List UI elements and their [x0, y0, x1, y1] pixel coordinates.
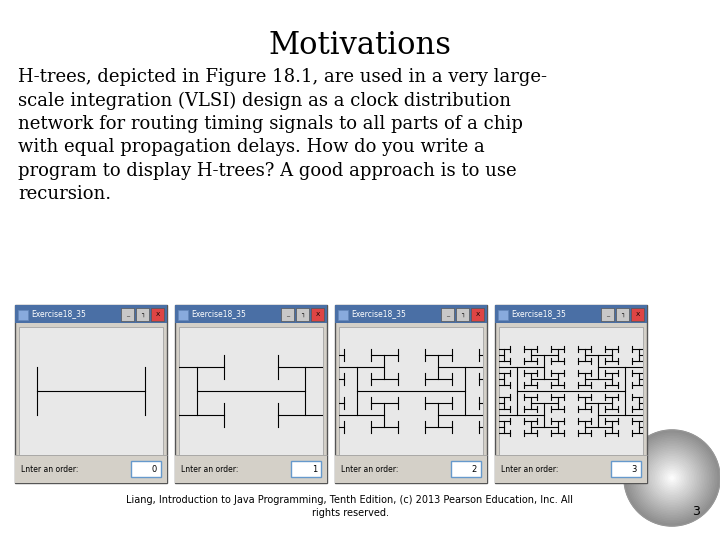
Bar — [339, 327, 483, 455]
Bar — [15, 455, 167, 483]
Text: Liang, Introduction to Java Programming, Tenth Edition, (c) 2013 Pearson Educati: Liang, Introduction to Java Programming,… — [127, 495, 574, 518]
Text: ┐: ┐ — [461, 312, 464, 317]
Text: Lnter an order:: Lnter an order: — [181, 464, 238, 474]
Text: 2: 2 — [472, 464, 477, 474]
Bar — [15, 305, 167, 483]
Circle shape — [654, 460, 690, 496]
Text: X: X — [475, 312, 480, 317]
Bar — [175, 305, 327, 483]
Circle shape — [650, 456, 693, 500]
Text: Exercise18_35: Exercise18_35 — [511, 309, 566, 319]
Bar — [601, 308, 614, 321]
Circle shape — [646, 451, 698, 504]
Circle shape — [667, 473, 677, 483]
Circle shape — [659, 465, 685, 491]
Bar — [499, 327, 643, 455]
Bar — [121, 308, 134, 321]
Bar — [296, 308, 309, 321]
Text: X: X — [156, 312, 160, 317]
Bar — [471, 308, 484, 321]
Text: Lnter an order:: Lnter an order: — [21, 464, 78, 474]
Bar — [311, 308, 324, 321]
Bar — [631, 308, 644, 321]
Circle shape — [657, 463, 687, 493]
Text: 0: 0 — [152, 464, 157, 474]
Bar — [338, 310, 348, 320]
Bar — [495, 455, 647, 483]
Bar — [291, 461, 321, 477]
Circle shape — [641, 447, 703, 509]
Bar — [498, 310, 508, 320]
Circle shape — [631, 437, 714, 519]
Circle shape — [632, 438, 712, 518]
Bar — [18, 310, 28, 320]
Text: H-trees, depicted in Figure 18.1, are used in a very large-
scale integration (V: H-trees, depicted in Figure 18.1, are us… — [18, 68, 547, 203]
Bar — [136, 308, 149, 321]
Text: 3: 3 — [631, 464, 637, 474]
Bar — [175, 305, 327, 323]
Bar — [151, 308, 164, 321]
Text: 3: 3 — [692, 505, 700, 518]
Bar — [19, 327, 163, 455]
Text: _: _ — [446, 312, 449, 317]
Bar — [451, 461, 481, 477]
Circle shape — [634, 440, 710, 516]
Text: ┐: ┐ — [301, 312, 305, 317]
Bar — [335, 455, 487, 483]
Circle shape — [624, 430, 720, 526]
Text: Lnter an order:: Lnter an order: — [341, 464, 398, 474]
Text: _: _ — [126, 312, 129, 317]
Bar — [456, 308, 469, 321]
Circle shape — [642, 448, 702, 508]
Text: ┐: ┐ — [140, 312, 145, 317]
Circle shape — [669, 475, 675, 481]
Circle shape — [627, 433, 716, 523]
Bar — [611, 461, 641, 477]
Circle shape — [637, 443, 707, 513]
Text: X: X — [315, 312, 320, 317]
Circle shape — [649, 455, 696, 501]
Bar — [281, 308, 294, 321]
Bar — [131, 461, 161, 477]
Bar — [495, 305, 647, 323]
Circle shape — [626, 431, 719, 524]
Text: Lnter an order:: Lnter an order: — [501, 464, 559, 474]
Bar — [179, 327, 323, 455]
Circle shape — [662, 468, 682, 488]
Circle shape — [652, 458, 692, 498]
Bar — [335, 305, 487, 483]
Text: Motivations: Motivations — [269, 30, 451, 61]
Circle shape — [639, 445, 705, 511]
Circle shape — [636, 442, 708, 515]
Circle shape — [644, 450, 700, 506]
Bar — [495, 305, 647, 483]
Bar — [335, 305, 487, 323]
Circle shape — [665, 471, 679, 484]
Bar — [616, 308, 629, 321]
Circle shape — [664, 470, 680, 487]
Text: X: X — [635, 312, 639, 317]
Circle shape — [670, 476, 674, 480]
Circle shape — [660, 467, 683, 490]
Circle shape — [655, 462, 688, 495]
Text: _: _ — [606, 312, 609, 317]
Circle shape — [629, 435, 715, 521]
Circle shape — [647, 453, 697, 503]
Text: Exercise18_35: Exercise18_35 — [31, 309, 86, 319]
Bar — [178, 310, 188, 320]
Text: Exercise18_35: Exercise18_35 — [191, 309, 246, 319]
Bar — [175, 455, 327, 483]
Text: Exercise18_35: Exercise18_35 — [351, 309, 406, 319]
Text: ┐: ┐ — [621, 312, 624, 317]
Text: _: _ — [286, 312, 289, 317]
Bar — [15, 305, 167, 323]
Bar — [441, 308, 454, 321]
Text: 1: 1 — [312, 464, 317, 474]
